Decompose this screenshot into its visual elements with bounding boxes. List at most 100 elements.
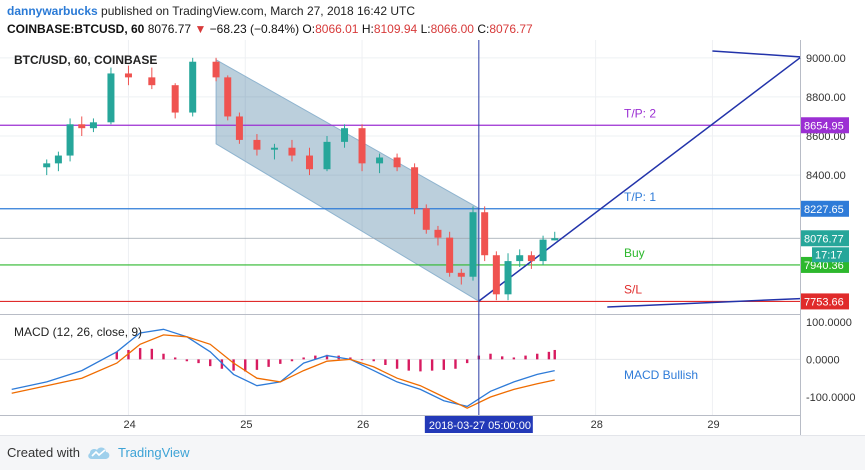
candle xyxy=(66,118,74,162)
macd-histogram-bar xyxy=(302,357,305,360)
tradingview-brand-link[interactable]: TradingView xyxy=(118,445,190,460)
candle-body xyxy=(224,77,232,117)
macd-histogram-bar xyxy=(267,359,270,367)
macd-histogram-bar xyxy=(185,359,189,362)
support-trend-line[interactable] xyxy=(607,297,801,308)
last-price-tag-label: 8076.77 xyxy=(804,233,844,245)
macd-histogram-bar xyxy=(465,359,469,364)
candle xyxy=(235,112,243,144)
last-price: 8076.77 xyxy=(147,22,192,36)
macd-histogram-bar xyxy=(290,359,294,362)
candle xyxy=(148,67,156,90)
time-tick-label: 25 xyxy=(240,419,252,431)
time-tick-label: 24 xyxy=(123,419,135,431)
candle-body xyxy=(457,272,465,277)
candle-body xyxy=(551,238,559,241)
candle-body xyxy=(288,147,296,156)
level-name-3: S/L xyxy=(624,282,642,296)
candle xyxy=(224,75,232,121)
macd-histogram-bar xyxy=(197,359,200,364)
candle-body xyxy=(504,261,512,295)
symbol-label: COINBASE:BTCUSD, 60 xyxy=(7,22,145,36)
candle xyxy=(43,159,51,176)
candle-body xyxy=(270,147,278,150)
candle xyxy=(253,134,261,156)
time-tick-label: 28 xyxy=(591,419,603,431)
candle-body xyxy=(107,73,115,123)
high-value: 8109.94 xyxy=(373,22,418,36)
tradingview-cloud-icon[interactable] xyxy=(86,444,112,462)
candle-body xyxy=(212,61,220,78)
countdown-tag-label: 17:17 xyxy=(815,249,843,261)
candle xyxy=(393,153,401,172)
price-tag-bg xyxy=(801,117,849,134)
candle xyxy=(422,204,430,234)
macd-line xyxy=(11,328,555,408)
macd-histogram-bar xyxy=(325,354,329,360)
chart-canvas[interactable]: T/P: 2 T/P: 1 Buy S/L 9000.00 8800.00 8600.00… xyxy=(0,40,865,435)
candle xyxy=(516,249,524,267)
candle xyxy=(341,124,349,148)
candle-body xyxy=(43,163,51,168)
candle-body xyxy=(481,212,489,256)
macd-title: MACD (12, 26, close, 9) xyxy=(14,325,142,339)
macd-histogram-bar xyxy=(384,359,387,365)
candle xyxy=(124,65,132,86)
candle-body xyxy=(527,255,535,262)
upper-trend-line[interactable] xyxy=(712,50,801,58)
candle xyxy=(551,231,559,241)
macd-histogram-bar xyxy=(232,359,235,371)
macd-histogram-bar xyxy=(536,353,539,360)
price-tag-bg xyxy=(801,293,849,310)
candle xyxy=(212,57,220,82)
quote-line: COINBASE:BTCUSD, 60 8076.77 ▼ −68.23 (−0… xyxy=(7,22,857,36)
candle-body xyxy=(341,128,349,142)
time-axis[interactable]: 24 25 26 28 29 2018-03-27 05:00:00 xyxy=(123,416,720,433)
price-tag-label: 7753.66 xyxy=(804,296,844,308)
candle xyxy=(527,251,535,269)
candle xyxy=(189,57,197,117)
candle xyxy=(89,118,97,133)
open-label: O: xyxy=(302,22,316,36)
author-link[interactable]: dannywarbucks xyxy=(7,4,98,18)
candle xyxy=(481,206,489,262)
time-tick-label: 26 xyxy=(357,419,369,431)
price-axis[interactable]: 9000.00 8800.00 8600.00 8400.00 100.0000 0.00… xyxy=(801,53,856,404)
macd-histogram-bar xyxy=(360,359,364,361)
price-tick-label: 8400.00 xyxy=(806,170,846,182)
macd-histogram-bar xyxy=(407,359,410,371)
crosshair-time-label: 2018-03-27 05:00:00 xyxy=(429,420,531,432)
candles xyxy=(43,57,559,301)
price-levels[interactable]: T/P: 2 T/P: 1 Buy S/L xyxy=(0,106,800,303)
candle-body xyxy=(446,237,454,273)
signal-line xyxy=(11,334,555,409)
candle-body xyxy=(89,122,97,129)
candle-body xyxy=(189,61,197,113)
macd-histogram-bar xyxy=(127,349,130,360)
low-value: 8066.00 xyxy=(430,22,474,36)
macd-pane xyxy=(0,328,800,409)
time-tick-label: 29 xyxy=(707,419,719,431)
close-label: C: xyxy=(477,22,490,36)
candle-body xyxy=(78,124,86,129)
candle xyxy=(446,231,454,277)
candle-body xyxy=(539,239,547,262)
macd-histogram-bar xyxy=(279,359,282,364)
time-axis-border xyxy=(0,415,800,416)
candle xyxy=(323,136,331,172)
macd-histogram-bar xyxy=(314,355,317,360)
main-chart-title: BTC/USD, 60, COINBASE xyxy=(14,53,157,67)
macd-tick-label: 100.0000 xyxy=(806,317,852,329)
macd-histogram-bar xyxy=(430,359,434,371)
macd-annotation: MACD Bullish xyxy=(624,368,698,382)
high-label: H: xyxy=(361,22,374,36)
level-name-1: T/P: 1 xyxy=(624,190,656,204)
candle-body xyxy=(323,141,331,170)
low-label: L: xyxy=(420,22,431,36)
macd-histogram-bar xyxy=(395,359,399,369)
macd-tick-label: 0.0000 xyxy=(806,354,840,366)
candle xyxy=(78,116,86,136)
macd-histogram-bar xyxy=(173,357,177,360)
macd-histogram-bar xyxy=(524,355,527,360)
chart-header: dannywarbucks published on TradingView.c… xyxy=(7,4,857,36)
